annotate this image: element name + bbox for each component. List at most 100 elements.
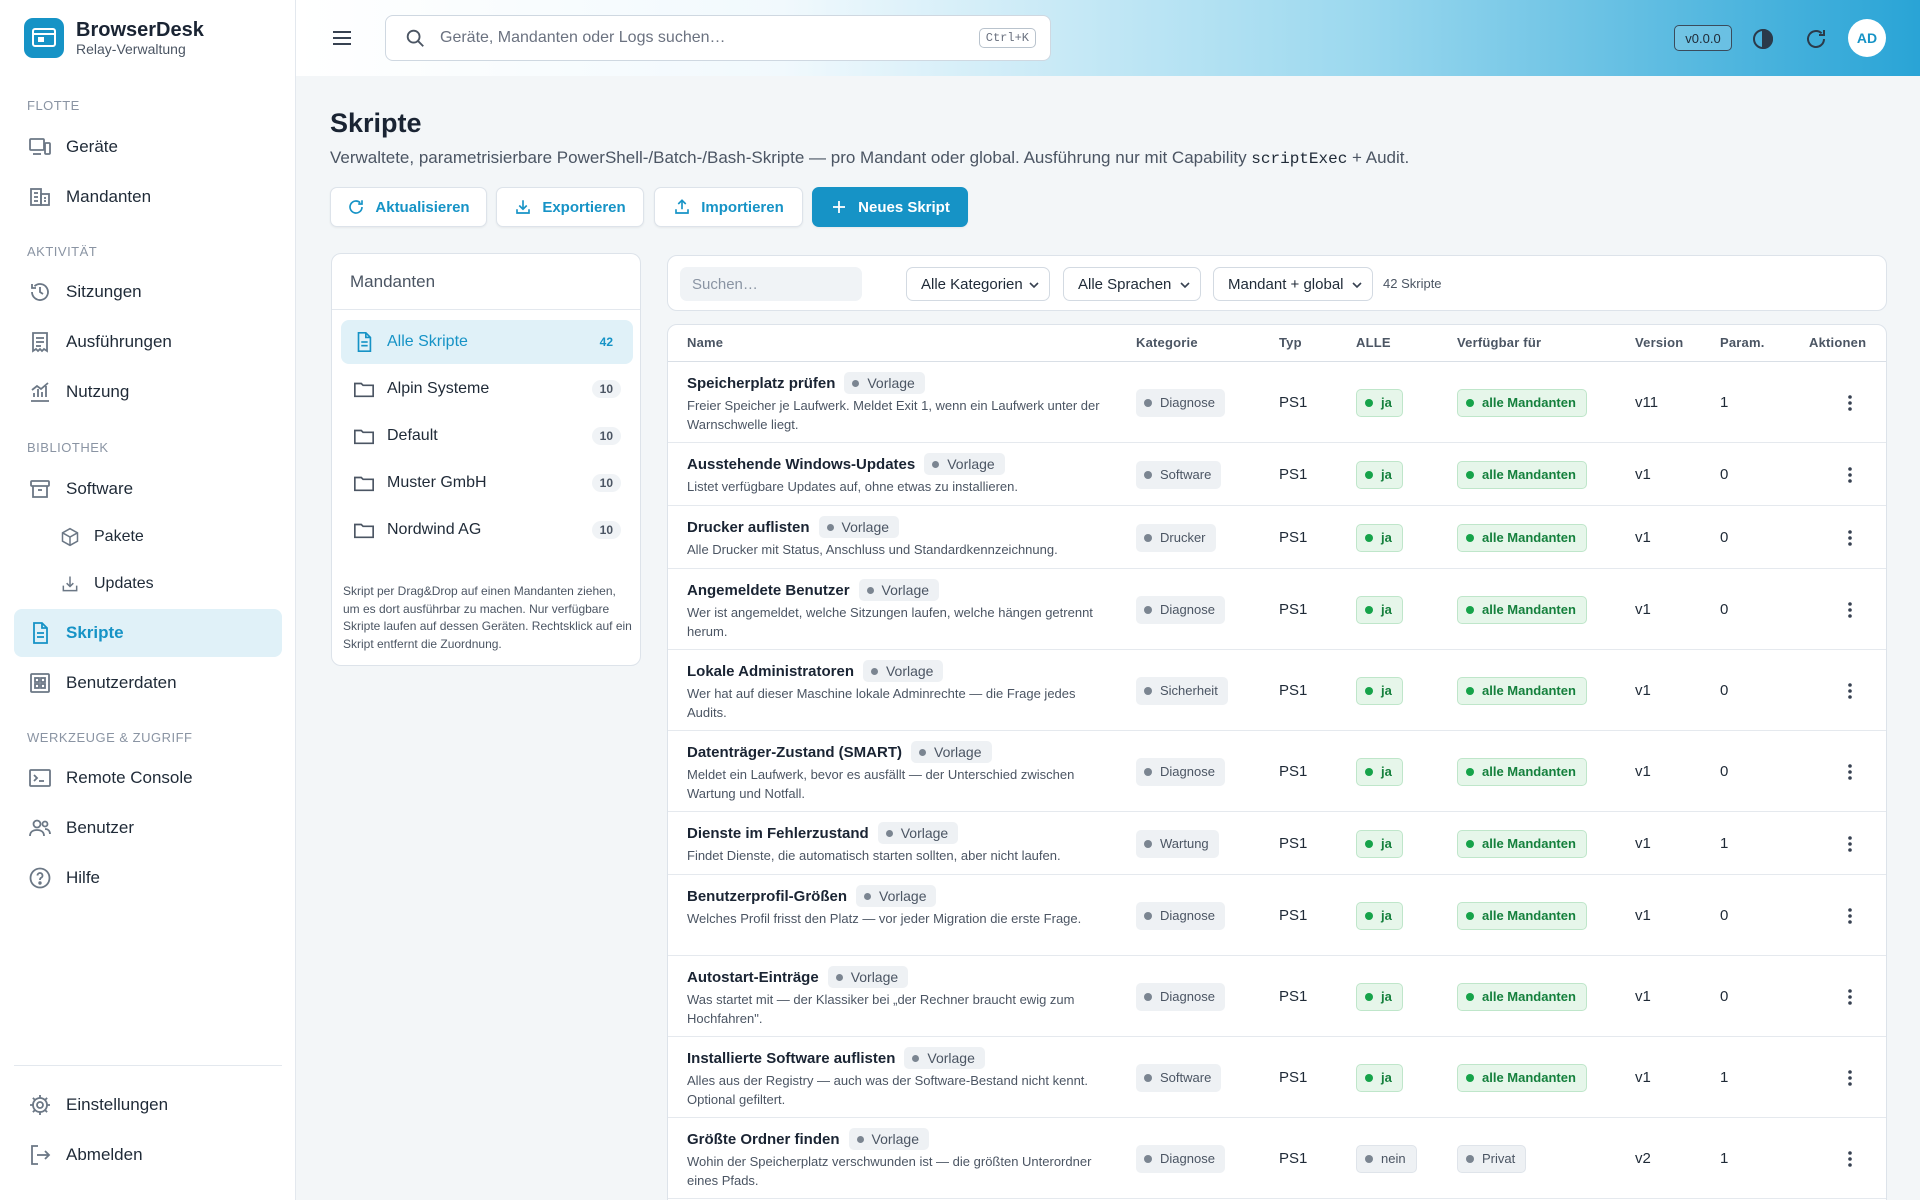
column-header-name[interactable]: Name <box>687 335 724 350</box>
category-label: Diagnose <box>1160 395 1215 410</box>
table-row[interactable]: Ausstehende Windows-Updates Vorlage Listet… <box>668 443 1886 506</box>
new-script-button[interactable]: Neues Skript <box>812 187 968 227</box>
more-actions-icon[interactable] <box>1840 834 1860 854</box>
table-row[interactable]: Lokale Administratoren Vorlage Wer hat auf… <box>668 650 1886 731</box>
refresh-icon[interactable] <box>1804 27 1828 51</box>
sidebar-item-logout[interactable]: Abmelden <box>14 1131 282 1179</box>
download-box-icon <box>62 576 78 592</box>
sidebar-item-devices[interactable]: Geräte <box>14 123 282 171</box>
script-name[interactable]: Lokale Administratoren Vorlage <box>687 660 944 682</box>
tenant-item[interactable]: Default 10 <box>341 414 633 458</box>
sidebar-item-packages[interactable]: Pakete <box>14 513 282 561</box>
table-row[interactable]: Dienste im Fehlerzustand Vorlage Findet Di… <box>668 812 1886 875</box>
sidebar-item-updates[interactable]: Updates <box>14 560 282 608</box>
more-actions-icon[interactable] <box>1840 762 1860 782</box>
more-actions-icon[interactable] <box>1840 1068 1860 1088</box>
param-count: 1 <box>1720 1149 1729 1167</box>
refresh-button[interactable]: Aktualisieren <box>330 187 487 227</box>
availability-badge: alle Mandanten <box>1457 1063 1587 1092</box>
script-name[interactable]: Datenträger-Zustand (SMART) Vorlage <box>687 741 992 763</box>
language-select[interactable]: Alle Sprachen <box>1063 267 1201 301</box>
topbar: Ctrl+K v0.0.0 AD <box>296 0 1920 76</box>
sidebar-item-tenants[interactable]: Mandanten <box>14 173 282 221</box>
column-header-all[interactable]: ALLE <box>1356 335 1391 350</box>
theme-toggle-icon[interactable] <box>1751 27 1775 51</box>
script-name[interactable]: Angemeldete Benutzer Vorlage <box>687 579 940 601</box>
section-fleet: Flotte <box>27 98 80 113</box>
script-name[interactable]: Größte Ordner finden Vorlage <box>687 1128 929 1150</box>
table-row[interactable]: Angemeldete Benutzer Vorlage Wer ist angem… <box>668 569 1886 650</box>
sidebar-item-users[interactable]: Benutzer <box>14 804 282 852</box>
scope-select[interactable]: Mandant + global <box>1213 267 1373 301</box>
script-name[interactable]: Autostart-Einträge Vorlage <box>687 966 909 988</box>
tenant-count: 42 <box>599 335 613 349</box>
tenant-all-scripts[interactable]: Alle Skripte 42 <box>341 320 633 364</box>
sidebar-item-settings[interactable]: Einstellungen <box>14 1081 282 1129</box>
script-name[interactable]: Drucker auflisten Vorlage <box>687 516 900 538</box>
all-label: ja <box>1381 764 1392 779</box>
history-icon <box>31 283 49 301</box>
category-badge: Diagnose <box>1136 595 1225 624</box>
brand-name: BrowserDesk <box>76 19 204 41</box>
more-actions-icon[interactable] <box>1840 1149 1860 1169</box>
sidebar-item-userdata[interactable]: Benutzerdaten <box>14 659 282 707</box>
tenant-item[interactable]: Nordwind AG 10 <box>341 508 633 552</box>
sidebar-item-software[interactable]: Software <box>14 465 282 513</box>
brand-subtitle: Relay-Verwaltung <box>76 41 186 57</box>
script-version: v1 <box>1635 987 1651 1005</box>
section-library: Bibliothek <box>27 440 109 455</box>
table-row[interactable]: Benutzerprofil-Größen Vorlage Welches Prof… <box>668 875 1886 956</box>
badge-dot <box>1466 470 1474 479</box>
tenant-item[interactable]: Alpin Systeme 10 <box>341 367 633 411</box>
script-type: PS1 <box>1279 762 1308 780</box>
global-search[interactable]: Ctrl+K <box>385 15 1051 61</box>
category-label: Drucker <box>1160 530 1206 545</box>
column-header-actions: Aktionen <box>1809 335 1867 350</box>
table-row[interactable]: Drucker auflisten Vorlage Alle Drucker mit… <box>668 506 1886 569</box>
badge-dot <box>1466 605 1474 614</box>
script-version: v1 <box>1635 681 1651 699</box>
export-button[interactable]: Exportieren <box>496 187 644 227</box>
script-name[interactable]: Benutzerprofil-Größen Vorlage <box>687 885 937 907</box>
script-search-input[interactable] <box>680 267 862 301</box>
sidebar-item-sessions[interactable]: Sitzungen <box>14 268 282 316</box>
sidebar-item-usage[interactable]: Nutzung <box>14 368 282 416</box>
table-row[interactable]: Datenträger-Zustand (SMART) Vorlage Meldet… <box>668 731 1886 812</box>
badge-dot <box>1365 911 1373 920</box>
more-actions-icon[interactable] <box>1840 600 1860 620</box>
sidebar-item-remote-console[interactable]: Remote Console <box>14 754 282 802</box>
column-header-category[interactable]: Kategorie <box>1136 335 1198 350</box>
more-actions-icon[interactable] <box>1840 906 1860 926</box>
table-row[interactable]: Größte Ordner finden Vorlage Wohin der Spe… <box>668 1118 1886 1199</box>
more-actions-icon[interactable] <box>1840 528 1860 548</box>
global-search-input[interactable] <box>440 29 979 47</box>
column-header-available[interactable]: Verfügbar für <box>1457 335 1542 350</box>
sidebar-item-scripts[interactable]: Skripte <box>14 609 282 657</box>
brand[interactable]: BrowserDesk Relay-Verwaltung <box>24 18 204 58</box>
script-type: PS1 <box>1279 1149 1308 1167</box>
all-label: ja <box>1381 683 1392 698</box>
version-badge[interactable]: v0.0.0 <box>1674 25 1732 51</box>
more-actions-icon[interactable] <box>1840 987 1860 1007</box>
more-actions-icon[interactable] <box>1840 681 1860 701</box>
table-row[interactable]: Autostart-Einträge Vorlage Was startet mit… <box>668 956 1886 1037</box>
more-actions-icon[interactable] <box>1840 393 1860 413</box>
tenant-item[interactable]: Muster GmbH 10 <box>341 461 633 505</box>
column-header-type[interactable]: Typ <box>1279 335 1302 350</box>
script-name[interactable]: Installierte Software auflisten Vorlage <box>687 1047 985 1069</box>
table-row[interactable]: Installierte Software auflisten Vorlage Al… <box>668 1037 1886 1118</box>
avatar[interactable]: AD <box>1848 19 1886 57</box>
column-header-version[interactable]: Version <box>1635 335 1684 350</box>
sidebar-item-executions[interactable]: Ausführungen <box>14 318 282 366</box>
script-name[interactable]: Ausstehende Windows-Updates Vorlage <box>687 453 1005 475</box>
category-select[interactable]: Alle Kategorien <box>906 267 1050 301</box>
import-button[interactable]: Importieren <box>654 187 803 227</box>
column-header-params[interactable]: Param. <box>1720 335 1765 350</box>
script-name[interactable]: Dienste im Fehlerzustand Vorlage <box>687 822 959 844</box>
more-actions-icon[interactable] <box>1840 465 1860 485</box>
script-name-text: Speicherplatz prüfen <box>687 374 836 392</box>
table-row[interactable]: Speicherplatz prüfen Vorlage Freier Speich… <box>668 362 1886 443</box>
sidebar-item-help[interactable]: Hilfe <box>14 854 282 902</box>
script-name[interactable]: Speicherplatz prüfen Vorlage <box>687 372 925 394</box>
hamburger-menu-icon[interactable] <box>330 26 354 50</box>
